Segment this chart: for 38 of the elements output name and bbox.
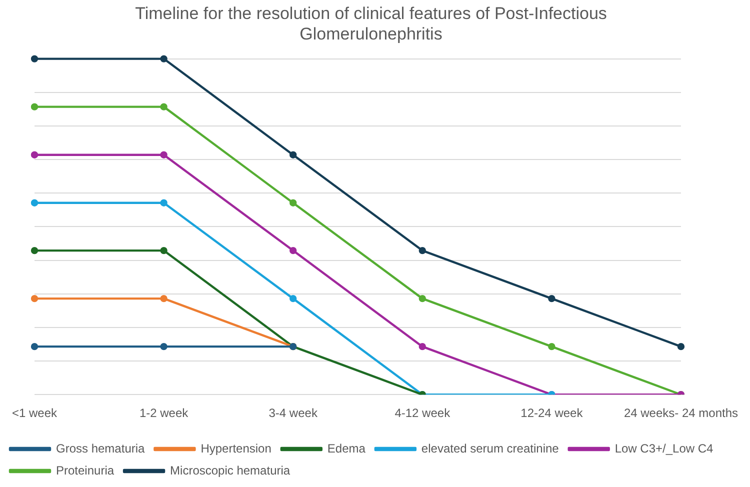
- x-tick-label: 12-24 week: [520, 406, 584, 420]
- point: [548, 342, 556, 350]
- point: [289, 294, 297, 302]
- legend-label: Hypertension: [200, 441, 272, 456]
- point: [30, 103, 38, 110]
- point: [30, 199, 38, 206]
- x-tick-label: 4-12 week: [394, 406, 452, 420]
- legend-label: elevated serum creatinine: [421, 441, 560, 456]
- point: [30, 151, 38, 158]
- point: [418, 342, 426, 350]
- point: [418, 294, 426, 302]
- chart-title: Timeline for the resolution of clinical features of Post-Infectious Glomerulonephritis: [135, 4, 607, 44]
- legend-label: Microscopic hematuria: [170, 463, 290, 478]
- point: [160, 55, 168, 62]
- point: [548, 294, 556, 302]
- point: [30, 294, 38, 302]
- point: [160, 103, 168, 110]
- x-tick-label: 3-4 week: [268, 406, 318, 420]
- point: [160, 342, 168, 350]
- x-tick-label: 24 weeks- 24 months: [624, 406, 738, 420]
- point: [289, 199, 297, 206]
- point: [289, 246, 297, 254]
- point: [677, 342, 685, 350]
- point: [418, 246, 426, 254]
- point: [30, 246, 38, 254]
- point: [160, 199, 168, 206]
- point: [30, 342, 38, 350]
- point: [289, 151, 297, 158]
- point: [160, 294, 168, 302]
- legend-label: Gross hematuria: [56, 441, 146, 456]
- point: [160, 151, 168, 158]
- legend-label: Edema: [327, 441, 366, 456]
- legend-label: Low C3+/_Low C4: [614, 441, 714, 456]
- point: [30, 55, 38, 62]
- x-tick-label: <1 week: [12, 406, 58, 420]
- legend-label: Proteinuria: [56, 463, 114, 478]
- point: [160, 246, 168, 254]
- x-tick-label: 1-2 week: [139, 406, 190, 420]
